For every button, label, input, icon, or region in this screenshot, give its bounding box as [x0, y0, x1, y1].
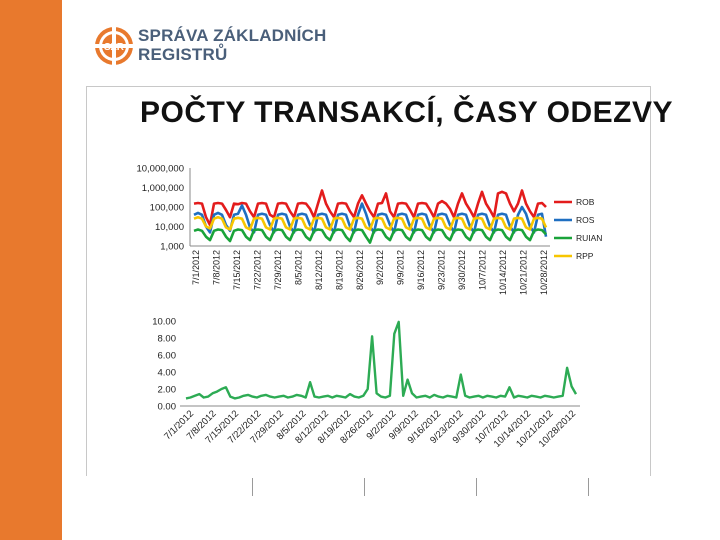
top-chart-x-tick-label: 10/28/2012	[539, 250, 549, 295]
top-chart-x-tick-label: 10/14/2012	[498, 250, 508, 295]
top-chart-x-tick-label: 7/1/2012	[191, 250, 201, 285]
top-chart-x-tick-label: 9/23/2012	[437, 250, 447, 290]
top-chart-x-tick-label: 10/21/2012	[519, 250, 529, 295]
szr-logo: SZR SPRÁVA ZÁKLADNÍCH REGISTRŮ	[94, 24, 344, 76]
top-chart-x-tick-label: 9/16/2012	[416, 250, 426, 290]
legend-label-rpp: RPP	[576, 251, 594, 261]
top-chart-x-tick-label: 7/15/2012	[232, 250, 242, 290]
bottom-chart-y-tick-label: 2.00	[158, 385, 177, 396]
frame-divider-top	[86, 86, 650, 87]
footer-tick	[364, 478, 365, 496]
top-chart-x-tick-label: 7/29/2012	[273, 250, 283, 290]
top-chart-y-tick-label: 1,000	[160, 242, 184, 253]
top-chart-x-tick-label: 9/2/2012	[375, 250, 385, 285]
top-chart-y-tick-label: 1,000,000	[142, 183, 184, 194]
footer-tick	[588, 478, 589, 496]
top-chart-series-rob-line	[193, 189, 547, 227]
bottom-chart-series-line	[185, 320, 578, 400]
bottom-chart-y-tick-label: 4.00	[158, 368, 177, 379]
logo-mark-text: SZR	[104, 42, 125, 53]
top-chart-x-tick-label: 8/26/2012	[355, 250, 365, 290]
top-chart-x-tick-label: 8/12/2012	[314, 250, 324, 290]
top-chart-x-tick-label: 7/8/2012	[211, 250, 221, 285]
footer-tick	[476, 478, 477, 496]
legend-label-ros: ROS	[576, 215, 595, 225]
top-chart-x-tick-label: 9/9/2012	[396, 250, 406, 285]
top-chart-x-tick-label: 7/22/2012	[252, 250, 262, 290]
top-chart-series-rpp-line	[193, 215, 548, 231]
page-title: POČTY TRANSAKCÍ, ČASY ODEZVY	[140, 96, 673, 129]
top-chart-x-tick-label: 10/7/2012	[478, 250, 488, 290]
szr-logo-icon: SZR	[94, 26, 134, 66]
top-chart-y-tick-label: 100,000	[150, 203, 184, 214]
top-chart-x-tick-label: 8/19/2012	[334, 250, 344, 290]
top-chart-y-tick-label: 10,000	[155, 222, 184, 233]
bottom-chart-y-tick-label: 0.00	[158, 402, 177, 413]
footer-tick	[252, 478, 253, 496]
legend-label-ruian: RUIAN	[576, 233, 602, 243]
frame-divider-left	[86, 86, 87, 476]
accent-side-bar	[0, 0, 62, 540]
frame-divider-right	[650, 86, 651, 476]
top-chart-x-tick-label: 9/30/2012	[457, 250, 467, 290]
top-chart-y-tick-label: 10,000,000	[136, 164, 184, 175]
logo-line-2: REGISTRŮ	[138, 45, 228, 64]
top-chart-x-tick-label: 8/5/2012	[293, 250, 303, 285]
top-chart-series-ruian-line	[193, 228, 547, 244]
logo-wordmark: SPRÁVA ZÁKLADNÍCH REGISTRŮ	[138, 26, 327, 64]
bottom-chart-y-tick-label: 10.00	[152, 317, 176, 328]
bottom-chart-y-tick-label: 6.00	[158, 351, 177, 362]
legend-label-rob: ROB	[576, 197, 595, 207]
bottom-chart-y-tick-label: 8.00	[158, 334, 177, 345]
logo-line-1: SPRÁVA ZÁKLADNÍCH	[138, 26, 327, 45]
